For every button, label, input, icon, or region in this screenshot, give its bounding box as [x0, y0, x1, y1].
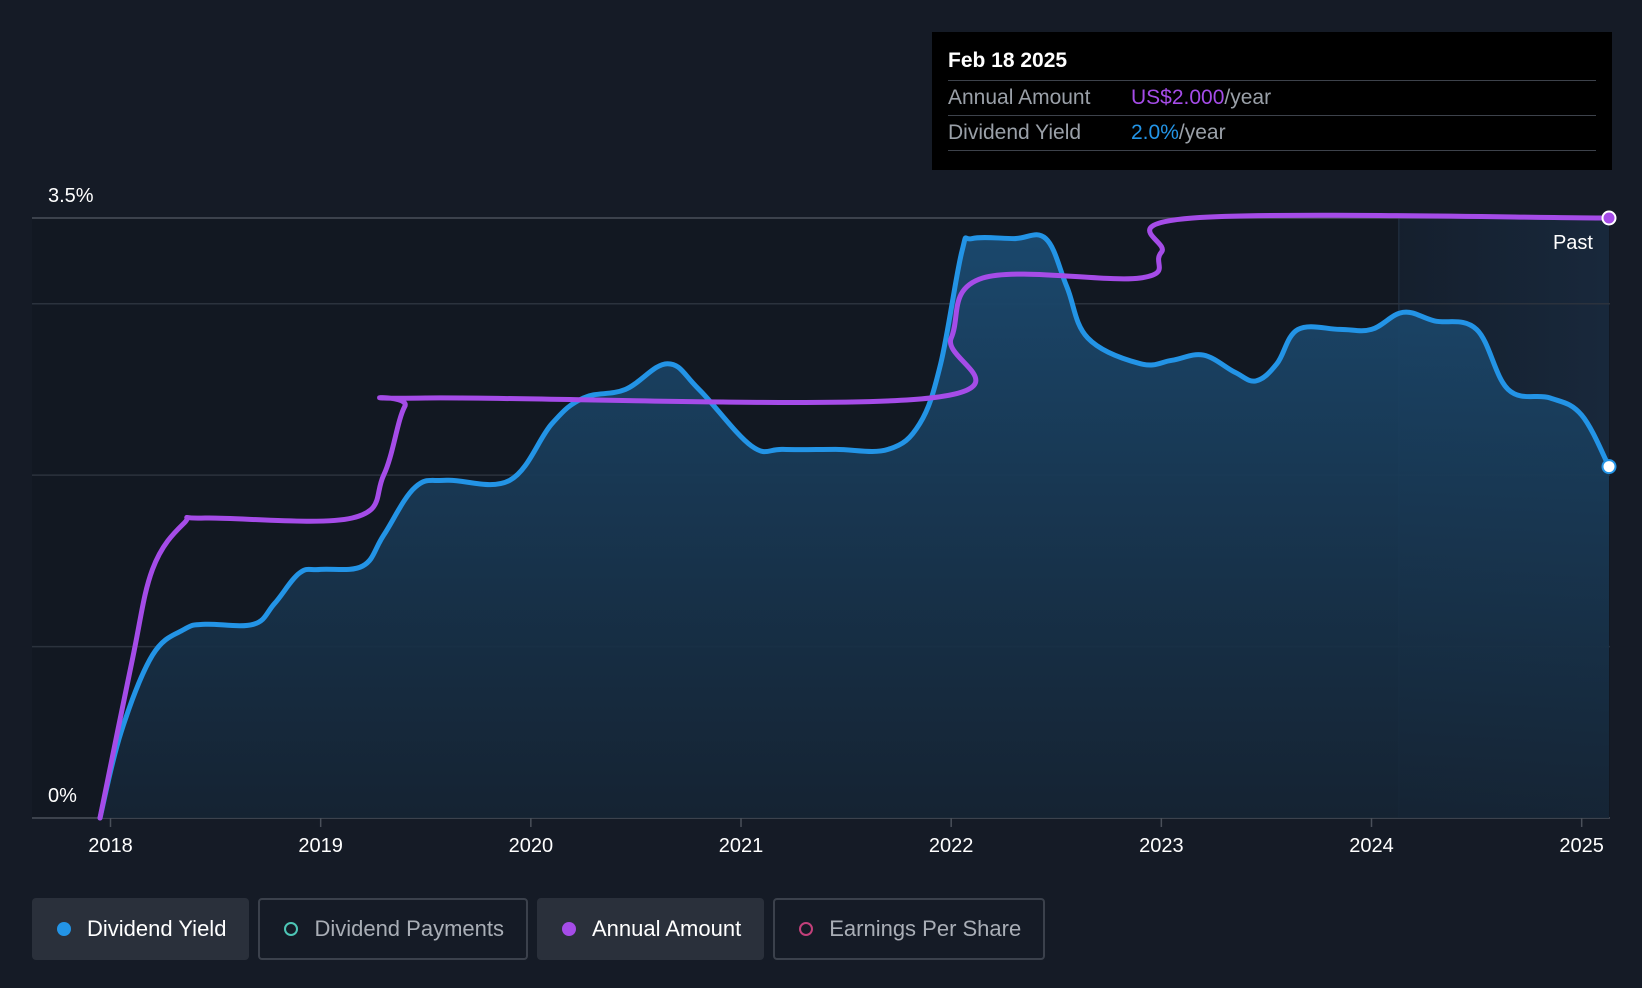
tooltip-value: US$2.000	[1131, 86, 1225, 109]
legend-label: Dividend Yield	[87, 916, 227, 941]
legend-label: Annual Amount	[591, 916, 742, 941]
x-tick-label: 2025	[1559, 835, 1604, 857]
annual-amount-dot-icon	[561, 922, 576, 936]
tooltip-label: Annual Amount	[948, 86, 1091, 109]
tooltip-unit: /year	[1224, 86, 1272, 109]
dividend-yield-area	[100, 234, 1609, 818]
legend-dividend-payments-button[interactable]: Dividend Payments	[258, 898, 528, 960]
tooltip-row-dividend-yield: Dividend Yield 2.0% /year	[948, 115, 1596, 151]
tooltip-date: Feb 18 2025	[948, 49, 1068, 72]
past-label: Past	[1553, 232, 1593, 254]
legend-earnings-per-share-button[interactable]: Earnings Per Share	[773, 898, 1046, 960]
x-tick-label: 2023	[1139, 835, 1184, 857]
x-tick-label: 2022	[929, 835, 974, 857]
tooltip-unit: /year	[1178, 121, 1226, 144]
legend-label: Dividend Payments	[314, 916, 504, 941]
x-tick-label: 2018	[88, 835, 133, 857]
annual-amount-line	[97, 212, 1612, 821]
x-tick-label: 2024	[1349, 835, 1394, 857]
tooltip: Feb 18 2025 Annual Amount US$2.000 /year…	[932, 32, 1612, 170]
legend-dividend-yield-button[interactable]: Dividend Yield	[32, 898, 250, 960]
x-tick-label: 2020	[509, 835, 554, 857]
y-tick-label: 0%	[48, 785, 77, 807]
earnings-per-share-ring-icon	[799, 922, 814, 936]
dividend-yield-end-marker	[1601, 459, 1617, 475]
tooltip-label: Dividend Yield	[948, 121, 1082, 144]
legend: Dividend Yield Dividend Payments Annual …	[32, 898, 1054, 960]
legend-label: Earnings Per Share	[829, 916, 1022, 941]
dividend-payments-ring-icon	[284, 922, 299, 936]
dividend-yield-dot-icon	[57, 922, 71, 936]
y-tick-label: 3.5%	[48, 185, 94, 207]
legend-annual-amount-button[interactable]: Annual Amount	[536, 898, 765, 960]
tooltip-value: 2.0%	[1131, 121, 1179, 144]
x-tick-label: 2019	[298, 835, 343, 857]
tooltip-row-annual-amount: Annual Amount US$2.000 /year	[948, 80, 1596, 115]
x-tick-label: 2021	[719, 835, 764, 857]
annual-amount-end-marker	[1601, 210, 1617, 226]
dividend-yield-line	[97, 232, 1612, 821]
